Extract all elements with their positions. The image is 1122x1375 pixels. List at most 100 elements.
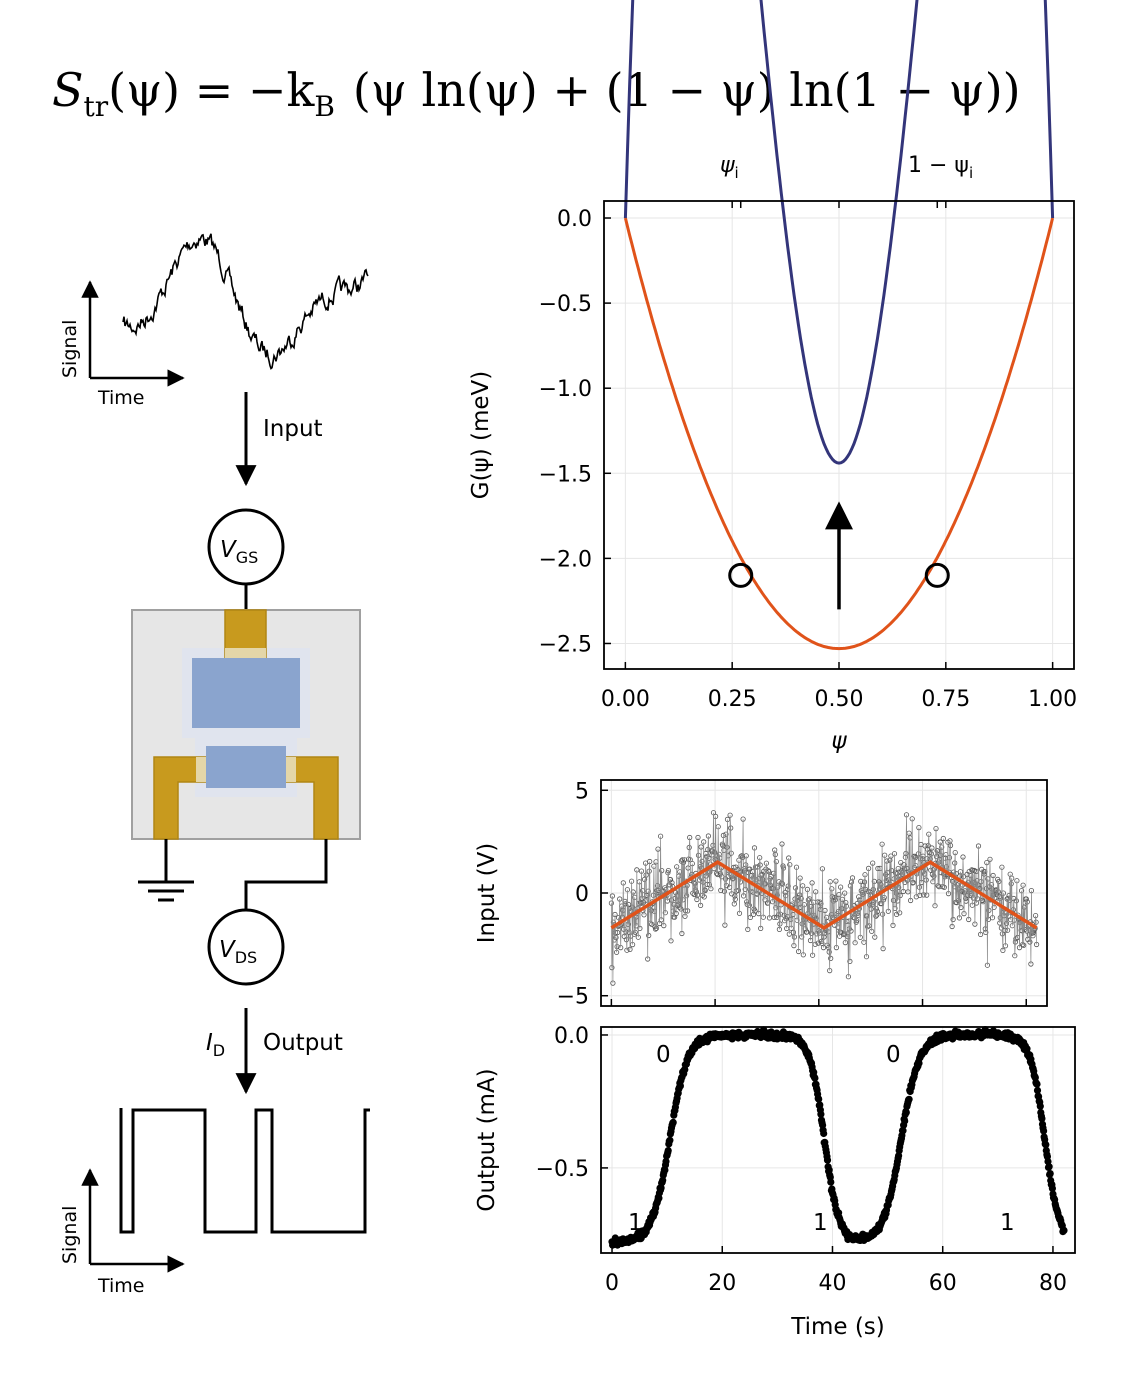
output-point xyxy=(1040,1127,1048,1135)
c1-frame xyxy=(603,200,1075,670)
c3-ylabel: Output (mA) xyxy=(474,1068,500,1211)
crossing-marker-right xyxy=(924,562,950,588)
output-point xyxy=(915,1059,923,1067)
state-label-0b: 0 xyxy=(886,1042,901,1068)
semiconductor-channel xyxy=(206,746,286,788)
c2-ytick-label: 5 xyxy=(575,779,589,804)
state-label-1a: 1 xyxy=(628,1210,643,1236)
output-point xyxy=(666,1136,674,1144)
c3-ticks: 0 20 40 60 80 0.0 −0.5 xyxy=(536,1024,1067,1296)
c1-xtick-label: 0.25 xyxy=(708,687,757,712)
top-tick-psi-i-main: ψ xyxy=(720,153,735,178)
output-point xyxy=(1046,1170,1054,1178)
vds-label: VDS xyxy=(219,937,257,967)
eq-rhs: (ψ ln(ψ) + (1 − ψ) ln(1 − ψ)) xyxy=(353,63,1021,117)
c2-ytick-label: 0 xyxy=(575,882,589,907)
source-overlap xyxy=(196,757,208,782)
top-tick-one-minus-sub: i xyxy=(969,164,973,182)
drain-wire xyxy=(244,839,328,910)
input-arrow-label: Input xyxy=(263,416,323,442)
noisy-input-samples xyxy=(608,810,1040,986)
drain-overlap xyxy=(284,757,296,782)
top-tick-psi-i: ψi xyxy=(720,153,739,182)
c3-ytick-label: −0.5 xyxy=(536,1157,589,1182)
output-point xyxy=(655,1194,663,1202)
output-point xyxy=(827,1178,835,1186)
output-point xyxy=(1048,1184,1056,1192)
c1-ticks: 0.00 0.25 0.50 0.75 1.00 0.0 −0.5 −1.0 −1.5 −2.0 −… xyxy=(539,201,1077,712)
eq-s-sub: tr xyxy=(84,90,109,123)
c3-xtick-label: 80 xyxy=(1039,1271,1067,1296)
output-point xyxy=(820,1129,828,1138)
top-tick-psi-i-sub: i xyxy=(735,164,739,182)
c1-xtick-label: 1.00 xyxy=(1028,687,1077,712)
output-current-points xyxy=(608,1026,1068,1249)
output-point xyxy=(1036,1102,1044,1110)
square-output-waveform xyxy=(119,1108,370,1234)
eq-lhs: (ψ) = −k xyxy=(108,63,315,117)
c1-xlabel: ψ xyxy=(831,728,847,754)
series-single-well xyxy=(623,217,1055,651)
c3-xlabel: Time (s) xyxy=(790,1314,885,1340)
vgs-source: VGS xyxy=(207,508,285,586)
input-time-axis-label: Time xyxy=(97,387,145,409)
output-point xyxy=(1033,1086,1042,1094)
output-point xyxy=(659,1176,667,1184)
noisy-input-waveform xyxy=(122,233,369,370)
output-point xyxy=(825,1166,833,1174)
c1-ytick-label: −0.5 xyxy=(539,292,592,317)
c2-ylabel: Input (V) xyxy=(474,843,500,944)
state-label-0a: 0 xyxy=(656,1042,671,1068)
input-chart: 5 0 −5 Input (V) xyxy=(474,779,1048,1010)
output-point xyxy=(1033,1080,1041,1088)
vgs-sub: GS xyxy=(236,548,259,567)
output-chart: 0 20 40 60 80 0.0 −0.5 Output (mA) Time (s) 0 … xyxy=(474,1024,1076,1340)
c3-xtick-label: 0 xyxy=(605,1271,619,1296)
vgs-v: V xyxy=(220,537,238,563)
output-point xyxy=(817,1110,825,1118)
vgs-label: VGS xyxy=(220,537,258,567)
output-point xyxy=(815,1095,823,1103)
c2-frame xyxy=(600,779,1048,1007)
output-point xyxy=(823,1156,832,1164)
c1-ytick-label: −1.0 xyxy=(539,377,592,402)
c3-xtick-label: 20 xyxy=(708,1271,736,1296)
c3-ytick-label: 0.0 xyxy=(554,1024,589,1049)
output-point xyxy=(811,1074,819,1082)
output-point xyxy=(905,1095,913,1103)
output-signal-panel: Signal Time xyxy=(59,1108,370,1297)
barrier-arrowhead xyxy=(825,501,853,530)
output-point xyxy=(902,1108,910,1116)
state-label-1c: 1 xyxy=(1000,1210,1015,1236)
eq-kb-sub: B xyxy=(314,90,335,123)
triangle-input-wave xyxy=(610,860,1038,930)
c2-ytick-label: −5 xyxy=(557,985,589,1010)
output-point xyxy=(1038,1115,1046,1123)
c3-frame xyxy=(600,1026,1076,1254)
output-point xyxy=(899,1127,907,1135)
c1-ytick-label: −2.5 xyxy=(539,632,592,657)
crossing-marker-left xyxy=(728,562,754,588)
vds-v: V xyxy=(219,937,237,963)
c1-ytick-label: 0.0 xyxy=(557,207,592,232)
output-signal-axis-label: Signal xyxy=(59,1206,81,1264)
input-sample-line xyxy=(611,812,1037,984)
vds-source: VDS xyxy=(207,908,285,986)
id-i: I xyxy=(206,1030,213,1056)
output-point xyxy=(901,1117,909,1125)
c1-ylabel: G(ψ) (meV) xyxy=(468,371,494,500)
c1-xtick-label: 0.75 xyxy=(921,687,970,712)
output-point xyxy=(1060,1226,1068,1234)
output-point xyxy=(669,1118,677,1126)
c3-xtick-label: 60 xyxy=(929,1271,957,1296)
free-energy-chart: 0.00 0.25 0.50 0.75 1.00 0.0 −0.5 −1.0 −1.5 −2.0 −… xyxy=(468,0,1077,754)
output-point xyxy=(1042,1141,1050,1149)
output-point xyxy=(664,1147,672,1155)
c1-ytick-label: −2.0 xyxy=(539,547,592,572)
transistor-device xyxy=(131,609,361,840)
output-arrow-label: Output xyxy=(263,1030,343,1056)
entropy-equation: Str(ψ) = −kB (ψ ln(ψ) + (1 − ψ) ln(1 − ψ)… xyxy=(52,63,1021,123)
output-point xyxy=(676,1082,685,1090)
c2-ticks: 5 0 −5 xyxy=(557,779,1028,1010)
